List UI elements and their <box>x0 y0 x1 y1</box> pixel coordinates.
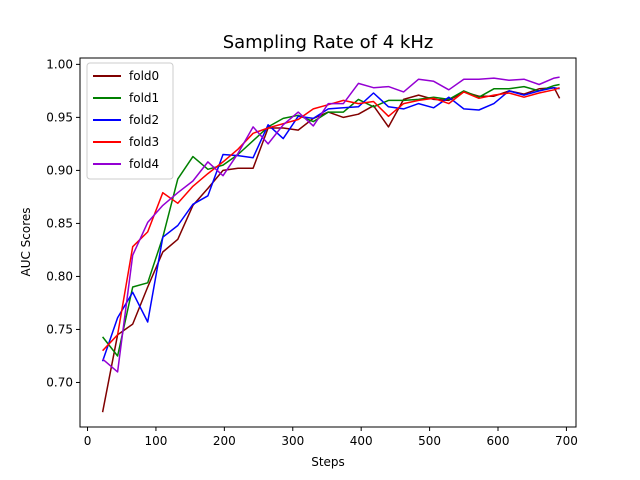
plot-area <box>101 76 561 413</box>
y-tick-label: 0.80 <box>46 269 73 283</box>
y-axis-title: AUC Scores <box>19 207 33 276</box>
legend-label-fold2: fold2 <box>129 113 159 127</box>
x-tick-label: 0 <box>84 434 92 448</box>
axes-frame <box>79 57 577 428</box>
series-line-fold3 <box>102 86 560 352</box>
x-tick-label: 500 <box>418 434 441 448</box>
series-line-fold2 <box>101 86 560 362</box>
y-tick-label: 0.95 <box>46 110 73 124</box>
series-line-fold1 <box>102 83 560 357</box>
legend-label-fold0: fold0 <box>129 69 159 83</box>
x-tick-label: 200 <box>213 434 236 448</box>
legend-label-fold4: fold4 <box>129 157 159 171</box>
x-tick-label: 600 <box>487 434 510 448</box>
x-tick-label: 100 <box>144 434 167 448</box>
x-tick-label: 300 <box>281 434 304 448</box>
chart-title: Sampling Rate of 4 kHz <box>223 32 434 53</box>
y-tick-label: 0.90 <box>46 163 73 177</box>
x-tick-label: 400 <box>350 434 373 448</box>
x-axis: 0 100 200 300 400 500 600 700 <box>84 427 578 448</box>
y-axis: 0.70 0.75 0.80 0.85 0.90 0.95 1.00 <box>46 57 80 389</box>
x-axis-title: Steps <box>311 455 345 469</box>
legend-box <box>86 62 174 180</box>
series-line-fold4 <box>102 76 560 373</box>
legend: fold0 fold1 fold2 fold3 fold4 <box>86 62 174 180</box>
x-tick-label: 700 <box>555 434 578 448</box>
legend-label-fold1: fold1 <box>129 91 159 105</box>
y-tick-label: 1.00 <box>46 57 73 71</box>
legend-label-fold3: fold3 <box>129 135 159 149</box>
y-tick-label: 0.70 <box>46 375 73 389</box>
y-tick-label: 0.75 <box>46 322 73 336</box>
y-tick-label: 0.85 <box>46 216 73 230</box>
